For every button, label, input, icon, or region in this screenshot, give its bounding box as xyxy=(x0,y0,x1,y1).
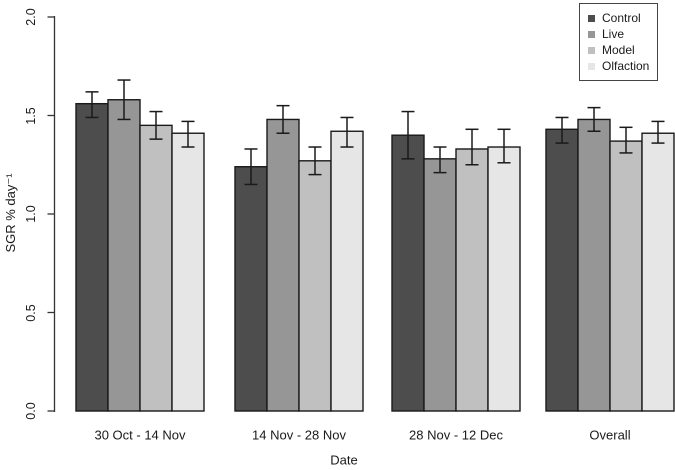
legend-label: Olfaction xyxy=(602,59,650,73)
x-axis-title: Date xyxy=(330,452,358,468)
y-tick-label: 1.0 xyxy=(24,205,38,223)
bar-live-group1 xyxy=(266,118,300,412)
x-tick-label: 28 Nov - 12 Dec xyxy=(409,427,503,443)
legend-swatch xyxy=(588,30,595,38)
legend-label: Model xyxy=(602,43,635,57)
bar-control-group2 xyxy=(391,134,425,412)
bar-model-group3 xyxy=(609,140,643,412)
legend-label: Live xyxy=(602,27,625,41)
legend-item: Model xyxy=(588,42,657,58)
legend-label: Control xyxy=(602,11,641,25)
x-tick-label: Overall xyxy=(589,427,631,443)
x-tick-label: 30 Oct - 14 Nov xyxy=(94,427,186,443)
bar-live-group2 xyxy=(423,158,457,412)
legend-swatch xyxy=(588,46,595,54)
legend-item: Live xyxy=(588,26,657,42)
bar-model-group1 xyxy=(298,160,332,412)
y-axis-title: SGR % day⁻¹ xyxy=(3,173,18,253)
legend-item: Olfaction xyxy=(588,58,657,74)
bar-model-group2 xyxy=(455,148,489,412)
y-tick-label: 2.0 xyxy=(24,8,38,26)
bar-live-group0 xyxy=(107,99,141,412)
y-tick-label: 1.5 xyxy=(24,107,38,125)
bar-olfaction-group1 xyxy=(330,130,364,412)
legend-swatch xyxy=(588,62,595,70)
bar-olfaction-group3 xyxy=(641,132,675,412)
legend-swatch xyxy=(588,14,595,22)
legend-item: Control xyxy=(588,10,657,26)
bar-live-group3 xyxy=(577,118,611,412)
bar-control-group1 xyxy=(234,166,268,412)
bar-olfaction-group0 xyxy=(171,132,205,412)
y-tick-label: 0.5 xyxy=(24,304,38,322)
x-tick-label: 14 Nov - 28 Nov xyxy=(252,427,346,443)
legend: Control Live Model Olfaction xyxy=(579,3,658,81)
bar-model-group0 xyxy=(139,124,173,412)
bar-olfaction-group2 xyxy=(487,146,521,412)
bar-control-group0 xyxy=(75,102,109,412)
bar-control-group3 xyxy=(545,128,579,412)
y-tick-label: 0.0 xyxy=(24,402,38,420)
